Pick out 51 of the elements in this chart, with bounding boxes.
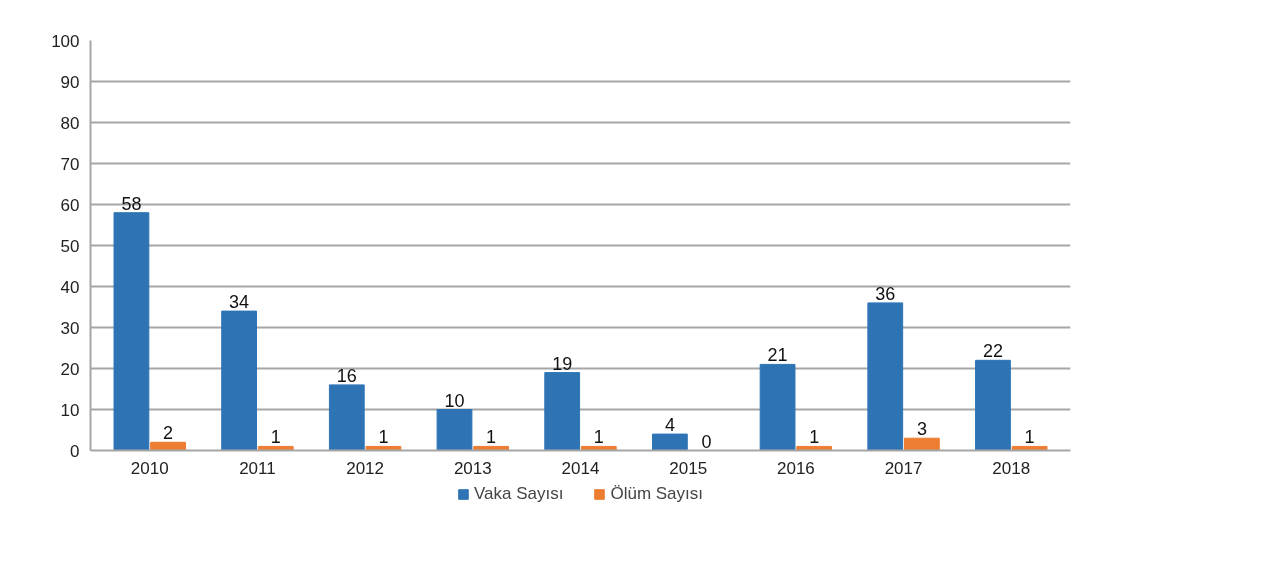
y-tick-label: 70 [60,154,80,174]
x-tick-label: 2013 [453,458,492,478]
data-label: 58 [121,193,142,214]
x-tick-label: 2011 [239,458,276,478]
y-tick-label: 90 [60,72,80,92]
y-tick-label: 0 [70,441,80,461]
bar [150,441,186,451]
x-tick-label: 2016 [776,458,815,478]
data-label: 21 [767,345,788,366]
bar [903,437,940,451]
data-label: 1 [270,427,281,448]
legend-label: Ölüm Sayısı [610,484,704,504]
x-tick-label: 2012 [346,458,385,478]
data-label: 34 [229,292,250,313]
bar [328,384,365,451]
y-tick-label: 50 [60,236,80,256]
y-tick-label: 80 [60,113,80,133]
x-tick-label: 2010 [130,458,169,478]
data-label: 1 [1024,427,1035,448]
data-label: 3 [916,419,927,440]
bar [867,302,904,451]
y-tick-label: 40 [60,277,80,297]
data-label: 1 [593,427,604,448]
bar [436,409,473,451]
bar [113,212,150,451]
data-label: 0 [701,431,712,452]
y-tick-label: 30 [60,318,80,338]
bar [221,310,258,451]
data-label: 22 [982,341,1003,362]
bar [759,363,796,451]
bar [544,372,581,451]
data-label: 1 [486,427,497,448]
x-tick-label: 2015 [669,458,708,478]
x-tick-label: 2014 [561,458,600,478]
y-tick-label: 60 [60,195,80,215]
y-tick-label: 100 [51,31,80,51]
data-label: 4 [664,415,675,436]
bar [651,433,688,451]
x-tick-label: 2018 [992,458,1031,478]
data-label: 36 [875,283,896,304]
bar [975,359,1011,451]
data-label: 16 [336,365,357,386]
data-label: 10 [444,390,465,411]
x-tick-label: 2017 [884,458,923,478]
data-label: 1 [378,427,389,448]
data-label: 19 [552,353,573,374]
y-tick-label: 20 [60,359,80,379]
legend-label: Vaka Sayısı [473,484,564,504]
data-label: 1 [809,427,820,448]
y-tick-label: 10 [60,400,80,420]
data-label: 2 [163,423,174,444]
